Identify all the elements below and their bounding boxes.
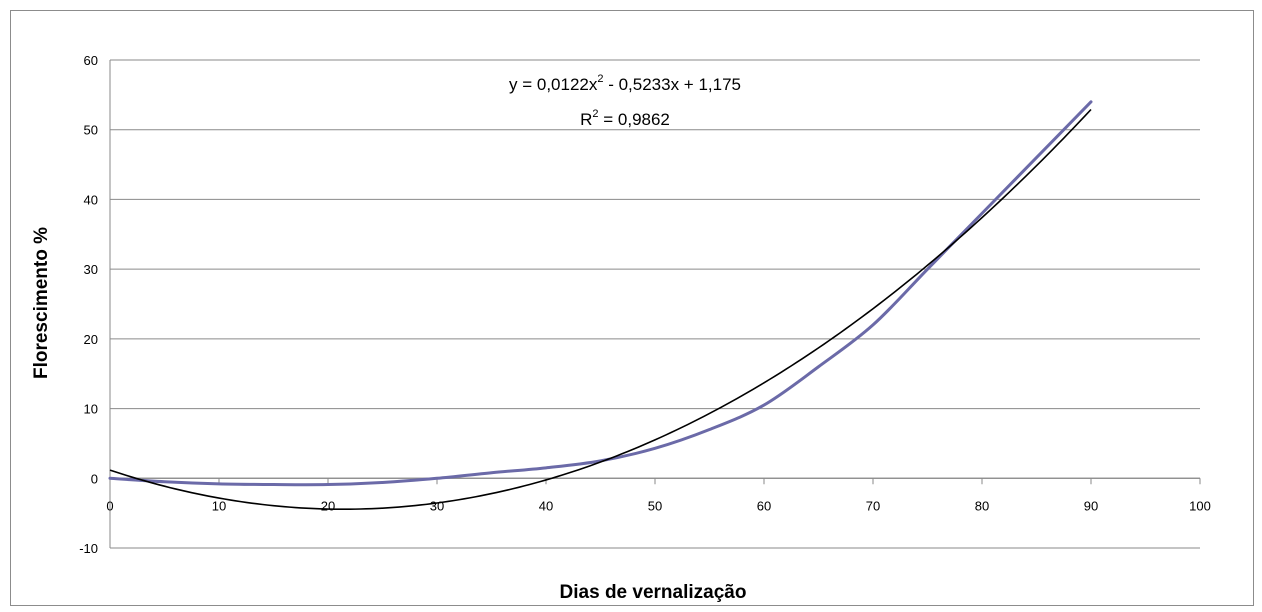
equation-prefix: y = 0,0122x xyxy=(509,75,598,94)
chart-frame xyxy=(10,10,1254,606)
data-series-line xyxy=(108,100,1093,487)
r2-prefix: R xyxy=(580,110,592,129)
y-axis-title: Florescimento % xyxy=(31,227,52,379)
r2-rest: = 0,9862 xyxy=(599,110,670,129)
axis-layer xyxy=(109,60,1201,548)
y-tick-label: 60 xyxy=(84,53,98,68)
x-tick-label: 100 xyxy=(1189,498,1211,513)
y-tick-label: 20 xyxy=(84,332,98,347)
x-tick-label: 70 xyxy=(866,498,880,513)
y-tick-label: 10 xyxy=(84,402,98,417)
y-tick-labels: -10 0 10 20 30 40 50 60 xyxy=(79,53,98,556)
x-tick-label: 50 xyxy=(648,498,662,513)
x-tick-label: 40 xyxy=(539,498,553,513)
x-tick-label: 60 xyxy=(757,498,771,513)
grid-layer xyxy=(110,59,1200,549)
y-tick-label: 40 xyxy=(84,192,98,207)
x-tick-label: 30 xyxy=(430,498,444,513)
x-tick-label: 90 xyxy=(1084,498,1098,513)
equation-superscript: 2 xyxy=(597,73,603,85)
r-squared-label: R2 = 0,9862 xyxy=(580,108,670,129)
x-tick-label: 20 xyxy=(321,498,335,513)
r2-superscript: 2 xyxy=(592,108,598,120)
x-axis-title: Dias de vernalização xyxy=(560,582,747,603)
y-tick-label: 30 xyxy=(84,262,98,277)
series-layer xyxy=(108,100,1093,511)
trendline xyxy=(109,108,1092,511)
y-tick-label: 0 xyxy=(91,471,98,486)
y-tick-label: 50 xyxy=(84,123,98,138)
x-tick-label: 10 xyxy=(212,498,226,513)
x-tick-label: 0 xyxy=(106,498,113,513)
x-tick-label: 80 xyxy=(975,498,989,513)
trend-equation: y = 0,0122x2 - 0,5233x + 1,175 xyxy=(509,73,741,94)
equation-rest: - 0,5233x + 1,175 xyxy=(603,75,741,94)
y-tick-label: -10 xyxy=(79,541,98,556)
